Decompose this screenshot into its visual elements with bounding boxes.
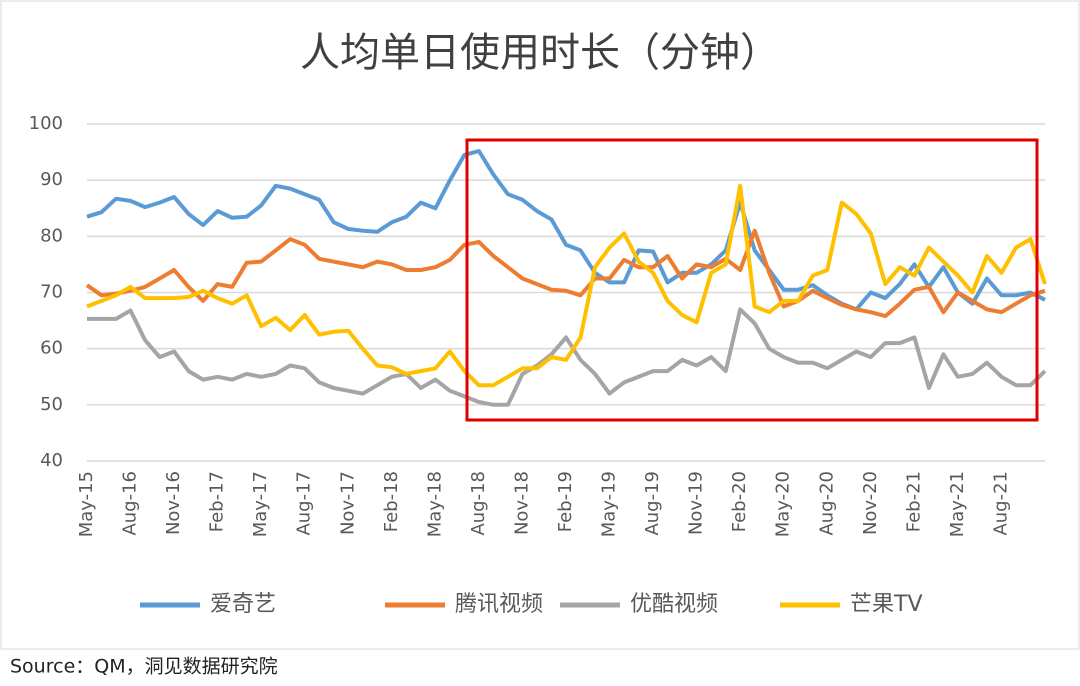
x-tick-label: Feb-19 (555, 471, 576, 532)
x-tick-label: Nov-18 (511, 471, 532, 535)
y-tick-label: 50 (40, 394, 63, 415)
y-tick-label: 90 (40, 169, 63, 190)
x-tick-label: Feb-17 (207, 471, 228, 532)
x-tick-label: Feb-20 (729, 471, 750, 532)
x-tick-label: May-18 (424, 471, 445, 537)
x-tick-label: Feb-18 (381, 471, 402, 532)
x-tick-label: Aug-20 (816, 471, 837, 536)
x-tick-label: May-19 (599, 471, 620, 537)
x-tick-label: Aug-18 (468, 471, 489, 536)
x-tick-label: May-15 (76, 471, 97, 537)
source-note: Source：QM，洞见数据研究院 (10, 656, 278, 678)
series-line (86, 183, 1047, 388)
x-tick-label: May-20 (773, 471, 794, 537)
chart-title: 人均单日使用时长（分钟） (300, 30, 780, 76)
series-line (85, 228, 1046, 319)
x-tick-label: May-17 (250, 471, 271, 537)
y-tick-label: 40 (40, 450, 63, 471)
series-line (87, 307, 1047, 407)
y-tick-label: 70 (40, 282, 63, 303)
y-tick-label: 60 (40, 338, 63, 359)
highlight-box (465, 138, 1039, 422)
x-tick-label: Aug-19 (642, 471, 663, 536)
x-tick-label: Aug-21 (990, 471, 1011, 536)
x-tick-label: Aug-17 (294, 471, 315, 536)
legend-label: 芒果TV (850, 592, 923, 617)
y-tick-label: 80 (40, 225, 63, 246)
x-tick-label: May-21 (947, 471, 968, 537)
x-tick-label: Nov-20 (860, 471, 881, 535)
x-tick-label: Aug-16 (120, 471, 141, 536)
x-tick-label: Nov-16 (163, 471, 184, 535)
x-tick-label: Feb-21 (903, 471, 924, 532)
legend-label: 优酷视频 (630, 592, 718, 617)
y-tick-label: 100 (29, 113, 63, 134)
chart-border (0, 0, 1080, 650)
legend-label: 腾讯视频 (455, 592, 543, 617)
legend-label: 爱奇艺 (210, 592, 276, 617)
series-line (86, 149, 1046, 312)
x-tick-label: Nov-19 (686, 471, 707, 535)
x-tick-label: Nov-17 (337, 471, 358, 535)
